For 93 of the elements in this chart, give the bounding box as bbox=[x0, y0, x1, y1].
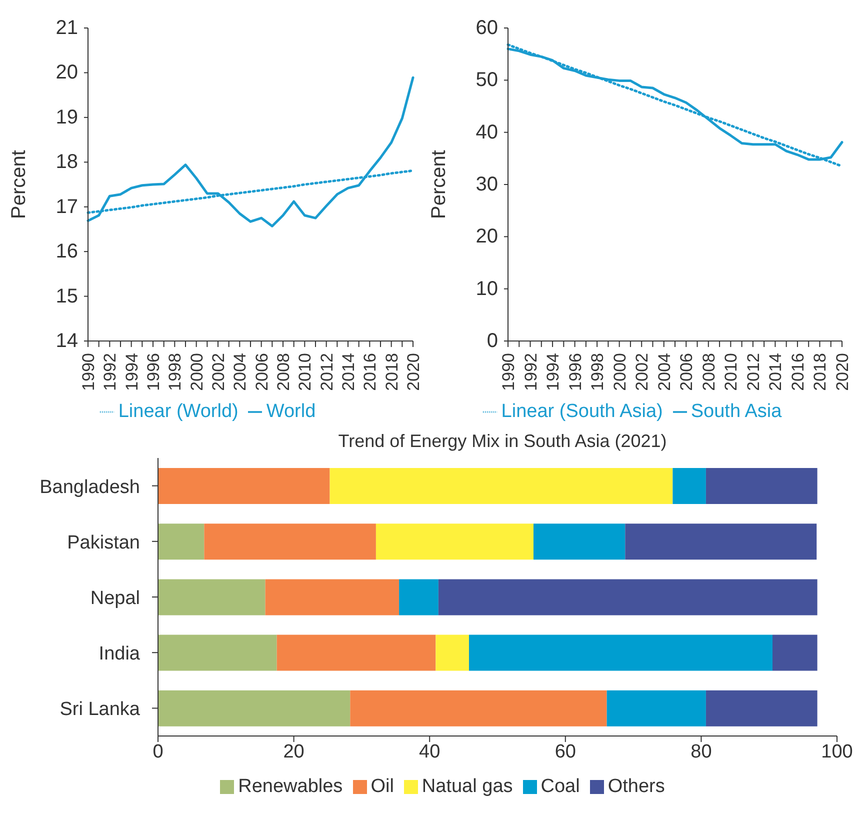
x-tick-label: 2020 bbox=[404, 353, 423, 391]
y-tick-label: India bbox=[98, 644, 140, 665]
x-tick-label: 2000 bbox=[610, 353, 630, 391]
legend-label: Coal bbox=[540, 776, 580, 797]
bar bbox=[204, 524, 376, 560]
x-tick-label: 1996 bbox=[566, 353, 585, 391]
y-tick-label: 16 bbox=[56, 240, 78, 263]
x-tick-label: 1990 bbox=[499, 353, 518, 391]
bar bbox=[438, 579, 818, 616]
bar bbox=[276, 634, 436, 671]
x-tick-label: 2012 bbox=[317, 353, 336, 391]
y-tick-label: Sri Lanka bbox=[60, 699, 140, 720]
bar bbox=[606, 690, 706, 726]
legend-label: Natual gas bbox=[422, 776, 513, 797]
x-tick-label: 1990 bbox=[79, 353, 98, 391]
y-tick-label: Nepal bbox=[90, 588, 140, 609]
bar bbox=[158, 634, 277, 671]
legend-label: Linear (World) bbox=[118, 401, 238, 422]
y-tick-label: Pakistan bbox=[67, 532, 140, 554]
bar bbox=[158, 690, 350, 726]
x-tick-label: 2004 bbox=[230, 353, 250, 391]
y-axis-title: Percent bbox=[428, 150, 450, 219]
y-tick-label: 10 bbox=[476, 278, 498, 300]
y-axis-title: Percent bbox=[8, 150, 30, 219]
x-tick-label: 2006 bbox=[677, 353, 696, 391]
bar bbox=[265, 579, 400, 616]
x-tick-label: 80 bbox=[690, 741, 712, 762]
bar bbox=[772, 634, 818, 671]
chart-title: Trend of Energy Mix in South Asia (2021) bbox=[337, 430, 668, 453]
x-tick-label: 1994 bbox=[122, 353, 142, 391]
x-tick-label: 40 bbox=[419, 741, 440, 762]
x-tick-label: 2008 bbox=[274, 353, 293, 391]
legend-label: Oil bbox=[370, 776, 394, 797]
x-tick-label: 0 bbox=[152, 741, 164, 762]
x-tick-label: 2002 bbox=[632, 353, 652, 391]
x-tick-label: 2010 bbox=[722, 353, 741, 391]
y-tick-label: Bangladesh bbox=[40, 476, 140, 498]
x-tick-label: 2000 bbox=[187, 353, 206, 391]
y-tick-label: 17 bbox=[56, 196, 78, 218]
bar bbox=[706, 468, 818, 504]
y-tick-label: 19 bbox=[56, 106, 78, 128]
bar bbox=[399, 579, 438, 616]
x-tick-label: 20 bbox=[283, 741, 304, 762]
x-tick-label: 2018 bbox=[382, 353, 402, 391]
bar bbox=[706, 690, 818, 726]
x-tick-label: 1994 bbox=[544, 353, 563, 391]
bar bbox=[376, 524, 534, 560]
x-tick-label: 2014 bbox=[339, 353, 358, 391]
x-tick-label: 2008 bbox=[699, 353, 718, 391]
y-tick-label: 0 bbox=[486, 330, 498, 352]
legend-label: World bbox=[266, 401, 316, 422]
x-tick-label: 1998 bbox=[588, 353, 608, 391]
bar bbox=[625, 524, 817, 560]
bar bbox=[672, 468, 706, 504]
bar bbox=[436, 634, 469, 671]
y-tick-label: 21 bbox=[56, 17, 78, 39]
x-tick-label: 2020 bbox=[833, 353, 852, 391]
legend-label: Renewables bbox=[238, 776, 343, 797]
y-tick-label: 30 bbox=[476, 174, 498, 196]
x-tick-label: 1996 bbox=[144, 353, 163, 391]
y-tick-label: 60 bbox=[476, 17, 498, 39]
x-tick-label: 2014 bbox=[766, 353, 786, 391]
legend-label: South Asia bbox=[690, 401, 782, 422]
x-tick-label: 2016 bbox=[788, 353, 808, 391]
legend-label: Linear (South Asia) bbox=[501, 401, 663, 422]
y-tick-label: 20 bbox=[56, 62, 78, 84]
y-tick-label: 40 bbox=[476, 121, 498, 144]
y-tick-label: 14 bbox=[56, 330, 78, 352]
x-tick-label: 2010 bbox=[296, 353, 315, 391]
y-tick-label: 50 bbox=[476, 69, 498, 92]
x-tick-label: 100 bbox=[821, 741, 853, 762]
x-tick-label: 60 bbox=[554, 741, 576, 762]
bar bbox=[350, 690, 607, 726]
x-tick-label: 1992 bbox=[521, 353, 540, 391]
x-tick-label: 2004 bbox=[654, 353, 674, 391]
x-tick-label: 1992 bbox=[100, 353, 120, 391]
y-tick-label: 20 bbox=[476, 226, 498, 248]
bar bbox=[330, 468, 673, 504]
x-tick-label: 2016 bbox=[360, 353, 380, 391]
x-tick-label: 2006 bbox=[252, 353, 272, 391]
legend-label: Others bbox=[608, 776, 665, 797]
bar bbox=[158, 579, 266, 616]
x-tick-label: 2018 bbox=[810, 353, 830, 391]
x-tick-label: 1998 bbox=[166, 353, 185, 391]
x-tick-label: 2002 bbox=[209, 353, 228, 391]
x-tick-label: 2012 bbox=[744, 353, 763, 391]
bar bbox=[533, 524, 626, 560]
bar bbox=[158, 524, 204, 560]
line-series bbox=[86, 76, 414, 228]
bar bbox=[158, 468, 330, 504]
y-tick-label: 18 bbox=[56, 151, 78, 174]
y-tick-label: 15 bbox=[56, 285, 78, 308]
bar bbox=[468, 634, 772, 671]
